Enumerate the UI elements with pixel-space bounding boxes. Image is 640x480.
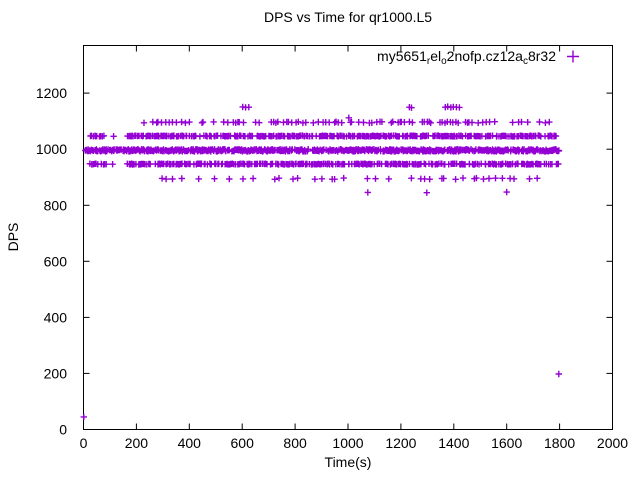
scatter-series-markers (80, 103, 563, 421)
legend-label-subscript: r (427, 56, 431, 67)
legend: my5651relo2nofp.cz12ac8r32 (377, 48, 579, 67)
y-axis-ticks: 0 200 400 600 800 1000 1200 (36, 85, 613, 438)
x-tick-label: 1600 (491, 435, 522, 451)
plot-border (83, 45, 613, 430)
legend-label-segment: 8r32 (528, 48, 556, 64)
x-tick-label: 400 (178, 435, 202, 451)
legend-marker-plus-icon (567, 50, 579, 63)
plot-frame (83, 45, 613, 430)
legend-series-label: my5651relo2nofp.cz12ac8r32 (377, 48, 556, 67)
x-tick-label: 1800 (544, 435, 575, 451)
legend-label-segment: el (430, 48, 441, 64)
legend-label-segment: my5651 (377, 48, 427, 64)
y-tick-label: 200 (44, 365, 68, 381)
series-points (80, 103, 563, 421)
y-tick-label: 800 (44, 197, 68, 213)
x-tick-label: 200 (125, 435, 149, 451)
chart-title: DPS vs Time for qr1000.L5 (264, 9, 432, 25)
y-tick-label: 600 (44, 253, 68, 269)
legend-label-subscript: c (523, 56, 528, 67)
legend-label-segment: 2nofp.cz12a (447, 48, 523, 64)
y-tick-label: 1000 (36, 141, 67, 157)
x-tick-label: 2000 (597, 435, 628, 451)
y-tick-label: 400 (44, 309, 68, 325)
y-tick-label: 0 (59, 422, 67, 438)
x-tick-label: 1200 (385, 435, 416, 451)
y-tick-label: 1200 (36, 85, 67, 101)
x-axis-ticks: 0 200 400 600 800 1000 1200 1400 1600 1800 2000 (80, 45, 628, 451)
x-tick-label: 0 (80, 435, 88, 451)
x-axis-label: Time(s) (325, 454, 372, 470)
x-tick-label: 1400 (438, 435, 469, 451)
x-tick-label: 800 (283, 435, 307, 451)
x-tick-label: 600 (231, 435, 255, 451)
legend-label-subscript: o (441, 56, 447, 67)
x-tick-label: 1000 (332, 435, 363, 451)
y-axis-label: DPS (5, 223, 21, 252)
